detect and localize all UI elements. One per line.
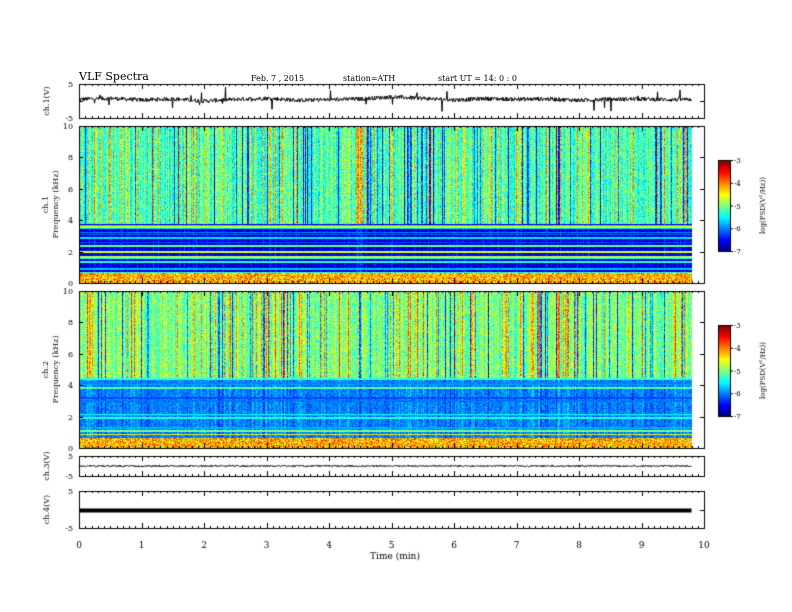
start-time-label: start UT = 14: 0 : 0 — [438, 74, 517, 83]
date-label: Feb. 7 , 2015 — [251, 74, 305, 83]
figure-title: VLF Spectra — [79, 70, 149, 83]
station-label: station=ATH — [343, 74, 396, 83]
